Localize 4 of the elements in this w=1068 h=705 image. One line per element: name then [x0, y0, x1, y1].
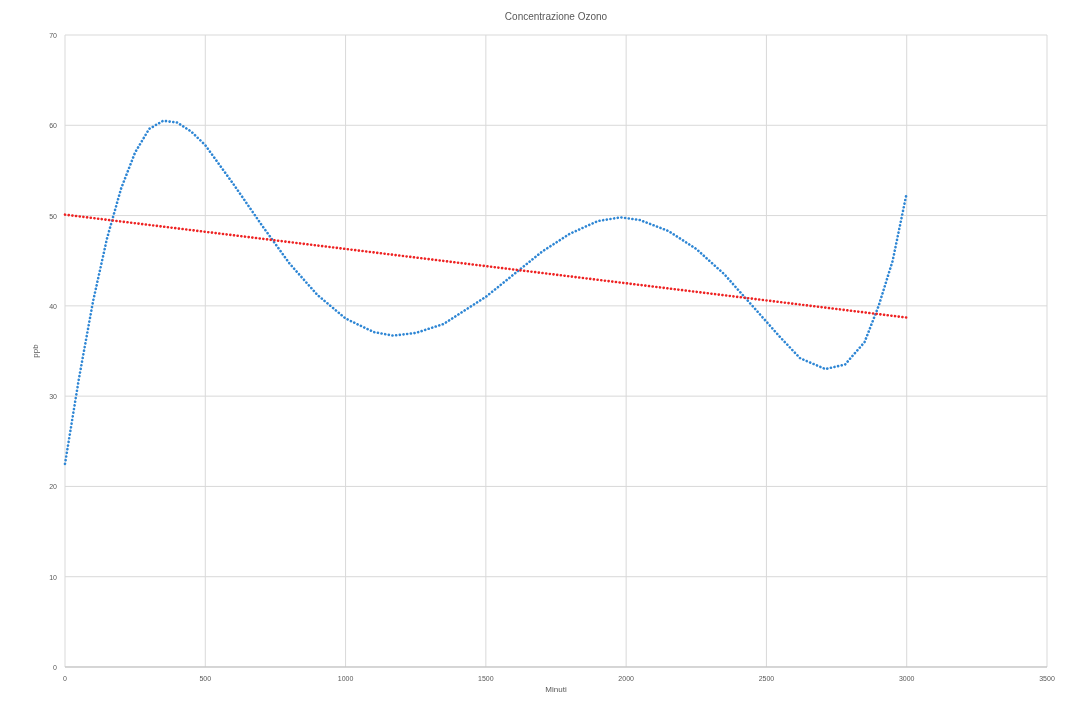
- y-axis-title: ppb: [31, 343, 40, 358]
- chart-title: Concentrazione Ozono: [504, 11, 608, 22]
- x-axis-title: Minuti: [545, 685, 567, 694]
- line-series: [63, 119, 909, 466]
